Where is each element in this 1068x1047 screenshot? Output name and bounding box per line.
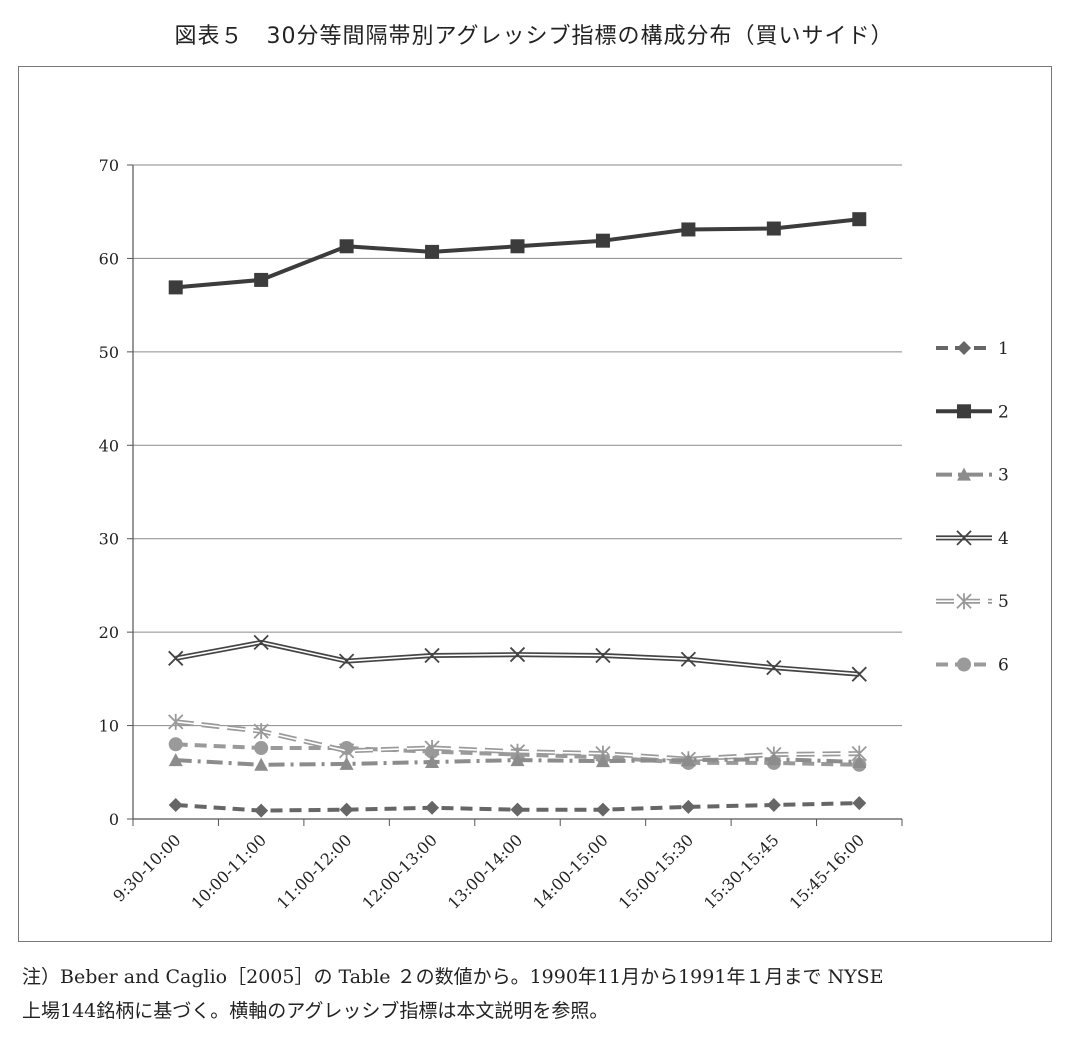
- legend-marker: [957, 657, 971, 672]
- data-point: [766, 752, 781, 766]
- x-tick-label: 14:00-15:00: [529, 830, 611, 912]
- legend-marker: [957, 467, 971, 481]
- x-tick-label: 11:00-12:00: [273, 830, 355, 912]
- legend-label: 1: [998, 339, 1009, 359]
- data-point: [852, 755, 867, 769]
- data-point: [254, 272, 269, 287]
- data-point: [168, 713, 184, 730]
- data-point: [595, 802, 610, 817]
- series-3: [168, 752, 867, 771]
- legend-marker: [957, 341, 971, 355]
- data-point: [425, 755, 440, 769]
- data-point: [851, 666, 867, 682]
- x-tick-label: 15:30-15:45: [700, 830, 782, 912]
- data-point: [510, 753, 525, 767]
- x-tick-label: 13:00-14:00: [444, 830, 526, 912]
- y-tick-label: 10: [99, 717, 119, 736]
- data-point: [424, 647, 440, 664]
- data-point: [509, 646, 526, 663]
- data-point: [680, 651, 697, 667]
- y-tick-label: 50: [99, 343, 119, 362]
- legend-label: 3: [998, 466, 1009, 486]
- y-tick-label: 20: [99, 623, 119, 642]
- data-point: [424, 739, 440, 756]
- data-point: [510, 239, 525, 254]
- y-tick-label: 30: [99, 530, 119, 549]
- data-point: [595, 233, 610, 248]
- data-point: [254, 803, 269, 818]
- series-1: [168, 796, 867, 818]
- data-point: [852, 796, 867, 811]
- data-point: [425, 244, 440, 259]
- legend-item-6: 6: [936, 656, 1009, 676]
- x-tick-label: 12:00-13:00: [358, 830, 440, 912]
- data-point: [338, 742, 355, 759]
- data-point: [253, 634, 269, 651]
- data-point: [681, 799, 696, 814]
- series-5: [168, 713, 867, 768]
- data-point: [510, 802, 525, 817]
- data-point: [338, 653, 355, 669]
- legend-item-4: 4: [936, 529, 1009, 549]
- series-line-outer: [175, 639, 860, 677]
- legend-marker: [956, 593, 972, 610]
- data-point: [168, 753, 183, 767]
- data-point: [766, 660, 782, 676]
- legend-item-1: 1: [936, 339, 1009, 359]
- series-line: [175, 217, 860, 290]
- legend-marker: [956, 530, 972, 546]
- y-tick-label: 40: [99, 436, 119, 455]
- data-point: [425, 800, 440, 815]
- data-point: [339, 756, 354, 770]
- legend-marker: [957, 404, 971, 419]
- series-2: [168, 212, 867, 295]
- x-tick-label: 15:00-15:30: [615, 830, 697, 912]
- x-tick-label: 9:30-10:00: [109, 830, 184, 905]
- chart-frame: [18, 66, 1052, 942]
- data-point: [339, 802, 354, 817]
- legend-item-2: 2: [936, 402, 1009, 422]
- legend-label: 4: [998, 529, 1009, 549]
- x-tick-label: 15:45-16:00: [786, 830, 868, 912]
- footnote: 注）Beber and Caglio［2005］の Table ２の数値から。1…: [22, 960, 1062, 1028]
- data-point: [766, 797, 781, 812]
- footnote-line-2: 上場144銘柄に基づく。横軸のアグレッシブ指標は本文説明を参照。: [22, 1000, 609, 1022]
- data-point: [681, 753, 696, 767]
- data-point: [595, 754, 610, 768]
- data-point: [168, 280, 183, 295]
- legend-item-5: 5: [936, 592, 1009, 612]
- chart-title: 図表５ 30分等間隔帯別アグレッシブ指標の構成分布（買いサイド）: [174, 24, 894, 49]
- data-point: [254, 740, 269, 755]
- legend-item-3: 3: [936, 466, 1009, 486]
- data-point: [254, 757, 269, 771]
- data-point: [766, 221, 781, 236]
- data-point: [852, 212, 867, 227]
- data-point: [168, 797, 183, 812]
- data-point: [168, 737, 183, 752]
- legend-label: 2: [998, 402, 1009, 422]
- line-chart: 0 10 20 30 40 50 60 70 9:30-10:00 10:00-11:00 11:0…: [99, 156, 1009, 913]
- data-point: [595, 647, 611, 664]
- legend-label: 6: [998, 656, 1009, 676]
- x-tick-label: 10:00-11:00: [188, 830, 270, 912]
- data-point: [339, 239, 354, 254]
- legend-label: 5: [998, 592, 1009, 612]
- data-point: [681, 222, 696, 237]
- series-4: [168, 634, 867, 682]
- footnote-line-1: 注）Beber and Caglio［2005］の Table ２の数値から。1…: [22, 966, 884, 988]
- y-tick-label: 70: [99, 156, 119, 175]
- data-point: [253, 723, 269, 740]
- data-point: [168, 650, 184, 666]
- y-tick-label: 0: [109, 810, 119, 829]
- y-tick-label: 60: [99, 249, 119, 268]
